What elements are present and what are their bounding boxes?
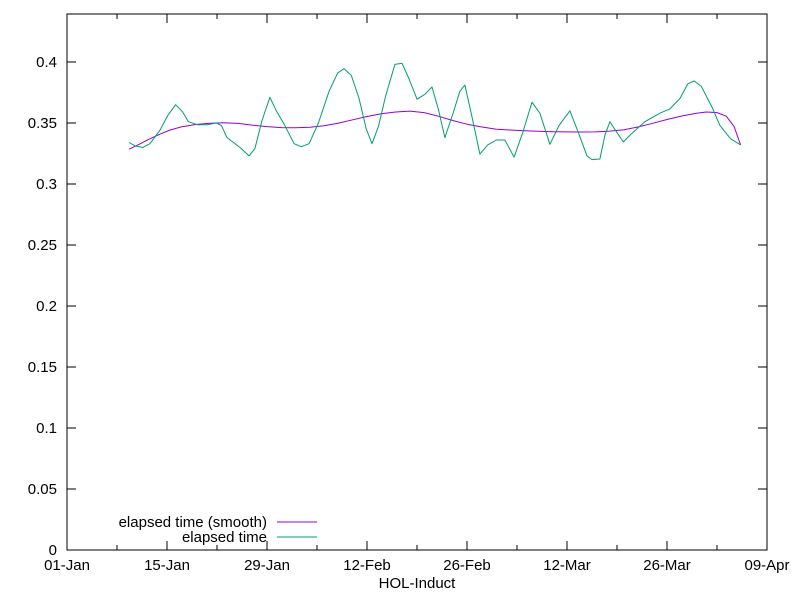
- y-tick-label: 0.15: [28, 359, 57, 376]
- y-tick-label: 0.3: [36, 176, 57, 193]
- x-tick-label: 01-Jan: [44, 557, 90, 574]
- plot-border: [66, 13, 768, 551]
- x-tick-label: 15-Jan: [144, 557, 190, 574]
- y-tick-label: 0.2: [36, 298, 57, 315]
- y-tick-label: 0.25: [28, 237, 57, 254]
- x-tick-label: 12-Mar: [543, 557, 591, 574]
- y-tick-label: 0.1: [36, 420, 57, 437]
- y-tick-label: 0: [49, 542, 57, 559]
- y-tick-label: 0.35: [28, 115, 57, 132]
- y-tick-label: 0.4: [36, 54, 57, 71]
- legend: elapsed time (smooth) elapsed time: [119, 514, 317, 546]
- y-tick-label: 0.05: [28, 481, 57, 498]
- legend-label-elapsed-time-smooth: elapsed time (smooth): [119, 514, 267, 531]
- x-tick-label: 12-Feb: [343, 557, 391, 574]
- series-line-smooth: [128, 110, 742, 150]
- legend-label-elapsed-time: elapsed time: [182, 529, 267, 546]
- x-tick-label: 26-Mar: [643, 557, 691, 574]
- series-line-raw: [128, 62, 741, 161]
- x-tick-label: 29-Jan: [244, 557, 290, 574]
- x-axis-title: HOL-Induct: [379, 575, 457, 592]
- x-tick-label: 26-Feb: [443, 557, 491, 574]
- series-lines: [128, 62, 742, 161]
- axes: 01-Jan 15-Jan 29-Jan 12-Feb 26-Feb 12-Mar 26-M…: [28, 13, 790, 574]
- x-tick-label: 09-Apr: [744, 557, 789, 574]
